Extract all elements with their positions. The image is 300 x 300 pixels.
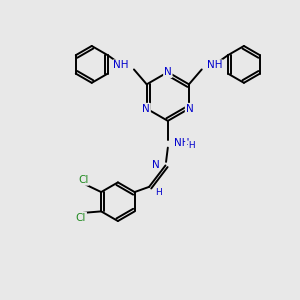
Text: Cl: Cl xyxy=(76,213,86,223)
Text: N: N xyxy=(186,104,194,114)
Text: H: H xyxy=(155,188,162,197)
Text: NH: NH xyxy=(174,138,190,148)
Text: NH: NH xyxy=(207,60,222,70)
Text: N: N xyxy=(142,104,150,114)
Text: ·H: ·H xyxy=(186,141,195,150)
Text: Cl: Cl xyxy=(78,175,88,185)
Text: N: N xyxy=(164,67,172,77)
Text: N: N xyxy=(152,160,160,170)
Text: NH: NH xyxy=(113,60,129,70)
